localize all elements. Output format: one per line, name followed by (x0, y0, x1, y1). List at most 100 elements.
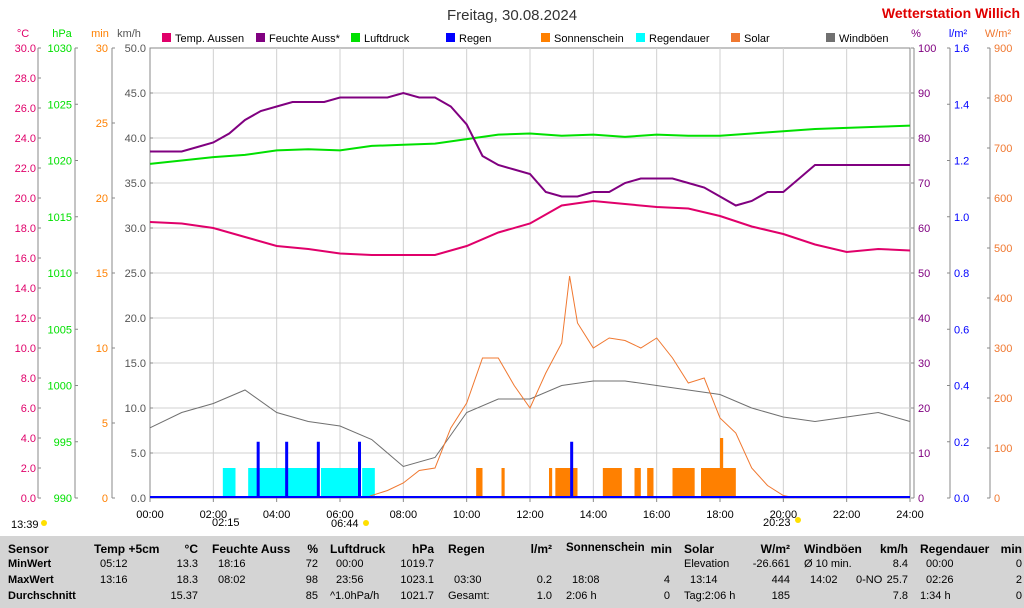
stats-rain: Regen l/m² 03:30 0.2 Gesamt: 1.0 (444, 536, 556, 608)
rain-tick-label: 0.4 (954, 381, 969, 393)
station-name: Wetterstation Willich (882, 5, 1020, 21)
temp-avg: 15.37 (170, 590, 198, 602)
pressure-tick-label: 1030 (48, 43, 72, 55)
humidity-tick-label: 0 (918, 493, 924, 505)
sunshine-bar (647, 468, 653, 498)
legend-swatch (541, 33, 550, 42)
rain-tick-label: 1.6 (954, 43, 969, 55)
press-avg: 1021.7 (400, 590, 434, 602)
sunshine-bar (635, 468, 641, 498)
temp-tick-label: 28.0 (15, 73, 36, 85)
rain-total: 1.0 (537, 590, 552, 602)
sunset-icon (795, 517, 801, 523)
humidity-tick-label: 100 (918, 43, 936, 55)
rain-bar (317, 442, 320, 498)
legend-label: Luftdruck (364, 33, 410, 45)
solar-max-time: 13:14 (690, 574, 718, 586)
temp-tick-label: 24.0 (15, 133, 36, 145)
marker-0215: 02:15 (212, 517, 240, 529)
humidity-tick-label: 40 (918, 313, 930, 325)
temp-unit: °C (17, 28, 29, 40)
legend-label: Solar (744, 33, 770, 45)
humidity-tick-label: 70 (918, 178, 930, 190)
humidity-tick-label: 90 (918, 88, 930, 100)
solar-tick-label: 700 (994, 143, 1012, 155)
wind-tick-label: 5.0 (131, 448, 146, 460)
temp-head: Temp +5cm (94, 542, 159, 556)
humidity-tick-label: 60 (918, 223, 930, 235)
rain-tick-label: 1.0 (954, 212, 969, 224)
stats-pressure: Luftdruck hPa 00:00 1019.7 23:56 1023.1 … (326, 536, 438, 608)
raind-avg: 0 (1016, 590, 1022, 602)
stats-wind: Windböen km/h Ø 10 min. 8.4 14:02 0-NO 2… (800, 536, 912, 608)
weather-chart: Freitag, 30.08.2024 Wetterstation Willic… (0, 0, 1024, 536)
legend-label: Feuchte Auss* (269, 33, 341, 45)
minutes-tick-label: 20 (96, 193, 108, 205)
sunshine-bar (603, 468, 622, 498)
raintime-bar (321, 468, 359, 498)
rain-head-unit: l/m² (531, 542, 552, 556)
wind-tick-label: 20.0 (125, 313, 146, 325)
wind-tick-label: 15.0 (125, 358, 146, 370)
solar-elevation: -26.661 (753, 558, 790, 570)
pressure-tick-label: 1005 (48, 324, 72, 336)
wind-head-unit: km/h (880, 542, 908, 556)
legend-swatch (446, 33, 455, 42)
temp-tick-label: 26.0 (15, 103, 36, 115)
legend-label: Windböen (839, 33, 889, 45)
date-title: Freitag, 30.08.2024 (447, 7, 577, 24)
humidity-tick-label: 80 (918, 133, 930, 145)
minutes-tick-label: 25 (96, 118, 108, 130)
rain-bar (285, 442, 288, 498)
press-head-unit: hPa (412, 542, 434, 556)
minutes-tick-label: 10 (96, 343, 108, 355)
wind-max-val: 25.7 (887, 574, 908, 586)
pressure-tick-label: 1020 (48, 156, 72, 168)
row-label-max: MaxWert (8, 574, 54, 586)
legend-swatch (636, 33, 645, 42)
wind-tick-label: 30.0 (125, 223, 146, 235)
legend-label: Regendauer (649, 33, 710, 45)
raind-max-time: 02:26 (926, 574, 954, 586)
stats-sunshine: Sonnenschein min 18:08 4 2:06 h 0 (562, 536, 674, 608)
temp-tick-label: 20.0 (15, 193, 36, 205)
temp-tick-label: 22.0 (15, 163, 36, 175)
solar-tick-label: 500 (994, 243, 1012, 255)
hum-head: Feuchte Auss (212, 542, 290, 556)
x-tick-label: 04:00 (263, 509, 291, 521)
sun-head: Sonnenschein (566, 542, 645, 554)
raind-max-val: 2 (1016, 574, 1022, 586)
raind-min-val: 0 (1016, 558, 1022, 570)
x-tick-label: 10:00 (453, 509, 481, 521)
legend-label: Sonnenschein (554, 33, 624, 45)
solar-max-val: 444 (772, 574, 790, 586)
press-min-val: 1019.7 (400, 558, 434, 570)
rain-total-label: Gesamt: (448, 590, 490, 602)
pressure-tick-label: 995 (54, 437, 72, 449)
minutes-unit: min (91, 28, 109, 40)
temp-head-unit: °C (185, 542, 198, 556)
temp-tick-label: 6.0 (21, 403, 36, 415)
temp-min-val: 13.3 (177, 558, 198, 570)
legend-label: Temp. Aussen (175, 33, 244, 45)
hum-avg: 85 (306, 590, 318, 602)
wind-head: Windböen (804, 542, 862, 556)
pressure-unit: hPa (52, 28, 72, 40)
sun-avg: 0 (664, 590, 670, 602)
sun-max-time: 18:08 (572, 574, 600, 586)
hum-min-time: 18:16 (218, 558, 246, 570)
sunshine-bar (720, 438, 723, 498)
x-tick-label: 14:00 (580, 509, 608, 521)
sunshine-bar (701, 468, 736, 498)
hum-max-val: 98 (306, 574, 318, 586)
solar-tick-label: 200 (994, 393, 1012, 405)
marker-sunset: 20:23 (763, 517, 791, 529)
x-axis: 00:00 02:00 04:00 06:00 08:00 10:00 12:00 14:00… (136, 498, 924, 521)
press-head: Luftdruck (330, 542, 385, 556)
solar-tick-label: 600 (994, 193, 1012, 205)
rain-tick-label: 0.2 (954, 437, 969, 449)
raind-total-label: 1:34 h (920, 590, 951, 602)
rain-unit: l/m² (949, 28, 968, 40)
stats-temp: Temp +5cm °C 05:12 13.3 13:16 18.3 15.37 (90, 536, 202, 608)
